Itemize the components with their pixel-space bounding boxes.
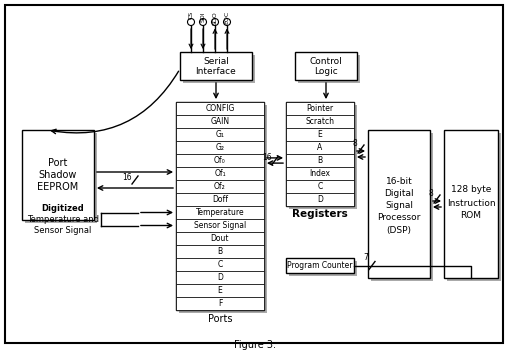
Text: SDO: SDO — [212, 11, 217, 25]
Circle shape — [187, 19, 194, 26]
Text: E: E — [217, 286, 222, 295]
Bar — [443, 130, 497, 278]
Bar — [289, 105, 356, 209]
Text: B: B — [317, 156, 322, 165]
Text: G₂: G₂ — [215, 143, 224, 152]
Bar — [176, 258, 264, 271]
Bar — [176, 102, 264, 310]
Bar — [286, 115, 353, 128]
Bar — [176, 154, 264, 167]
Text: Of₀: Of₀ — [214, 156, 225, 165]
Bar — [176, 219, 264, 232]
Text: GAIN: GAIN — [210, 117, 229, 126]
Text: Scratch: Scratch — [305, 117, 334, 126]
Bar — [176, 297, 264, 310]
Bar — [446, 133, 500, 281]
Text: CONFIG: CONFIG — [205, 104, 234, 113]
Text: Shadow: Shadow — [39, 170, 77, 180]
Text: G₁: G₁ — [215, 130, 224, 139]
Bar — [179, 105, 267, 313]
Text: Interface: Interface — [195, 67, 236, 77]
Bar — [294, 52, 356, 80]
Text: Temperature and: Temperature and — [27, 215, 99, 224]
Bar — [289, 261, 356, 276]
Text: B: B — [217, 247, 222, 256]
Text: Sensor Signal: Sensor Signal — [193, 221, 246, 230]
Text: Port: Port — [48, 158, 68, 168]
Text: Digital: Digital — [383, 190, 413, 199]
Bar — [176, 180, 264, 193]
Bar — [176, 115, 264, 128]
Bar — [286, 167, 353, 180]
Bar — [176, 232, 264, 245]
Text: SDI: SDI — [200, 11, 205, 22]
Bar — [286, 180, 353, 193]
Bar — [286, 102, 353, 115]
Text: Signal: Signal — [384, 201, 412, 211]
Bar — [176, 271, 264, 284]
Bar — [367, 130, 429, 278]
Text: Processor: Processor — [377, 213, 420, 223]
Text: Of₁: Of₁ — [214, 169, 225, 178]
Text: D: D — [317, 195, 322, 204]
Text: (DSP): (DSP) — [386, 225, 411, 234]
Text: F: F — [217, 299, 222, 308]
Text: Digitized: Digitized — [42, 204, 84, 213]
Bar — [370, 133, 432, 281]
Text: ROM: ROM — [460, 212, 480, 220]
Text: Instruction: Instruction — [446, 199, 494, 207]
Bar — [180, 52, 251, 80]
Text: Doff: Doff — [212, 195, 228, 204]
Text: 16: 16 — [122, 172, 131, 181]
Bar — [286, 141, 353, 154]
Text: Index: Index — [309, 169, 330, 178]
Circle shape — [199, 19, 206, 26]
Text: Dout: Dout — [210, 234, 229, 243]
Bar — [286, 154, 353, 167]
Text: Program Counter: Program Counter — [287, 261, 352, 270]
Text: 8: 8 — [428, 190, 433, 199]
Circle shape — [223, 19, 230, 26]
Bar — [176, 284, 264, 297]
Bar — [286, 258, 353, 273]
Text: Pointer: Pointer — [306, 104, 333, 113]
Text: 7: 7 — [363, 253, 367, 262]
Text: 16-bit: 16-bit — [385, 178, 412, 186]
Text: Figure 3.: Figure 3. — [234, 340, 275, 350]
Text: A: A — [317, 143, 322, 152]
Text: C: C — [317, 182, 322, 191]
Bar — [25, 133, 97, 223]
Text: D: D — [217, 273, 222, 282]
Bar — [176, 128, 264, 141]
Text: EEPROM: EEPROM — [37, 182, 78, 192]
Text: CS: CS — [188, 11, 193, 19]
Bar — [286, 128, 353, 141]
Text: Temperature: Temperature — [195, 208, 244, 217]
Bar — [286, 102, 353, 206]
Text: 16: 16 — [262, 153, 271, 162]
Bar — [176, 167, 264, 180]
Text: Serial: Serial — [203, 57, 229, 66]
Text: Control: Control — [309, 57, 342, 66]
Text: Sensor Signal: Sensor Signal — [34, 226, 92, 235]
Bar — [176, 206, 264, 219]
Bar — [176, 102, 264, 115]
Text: Ports: Ports — [207, 314, 232, 324]
Text: EOC: EOC — [224, 11, 229, 24]
Text: C: C — [217, 260, 222, 269]
Bar — [22, 130, 94, 220]
Bar — [176, 141, 264, 154]
Bar — [286, 193, 353, 206]
Bar — [176, 193, 264, 206]
Text: E: E — [317, 130, 322, 139]
Text: Registers: Registers — [292, 209, 347, 219]
Bar — [183, 55, 254, 83]
Text: 8: 8 — [352, 139, 357, 148]
Text: 128 byte: 128 byte — [450, 185, 490, 194]
Text: Logic: Logic — [314, 67, 337, 77]
Text: Of₂: Of₂ — [214, 182, 225, 191]
Bar — [176, 245, 264, 258]
Circle shape — [211, 19, 218, 26]
Bar — [297, 55, 359, 83]
